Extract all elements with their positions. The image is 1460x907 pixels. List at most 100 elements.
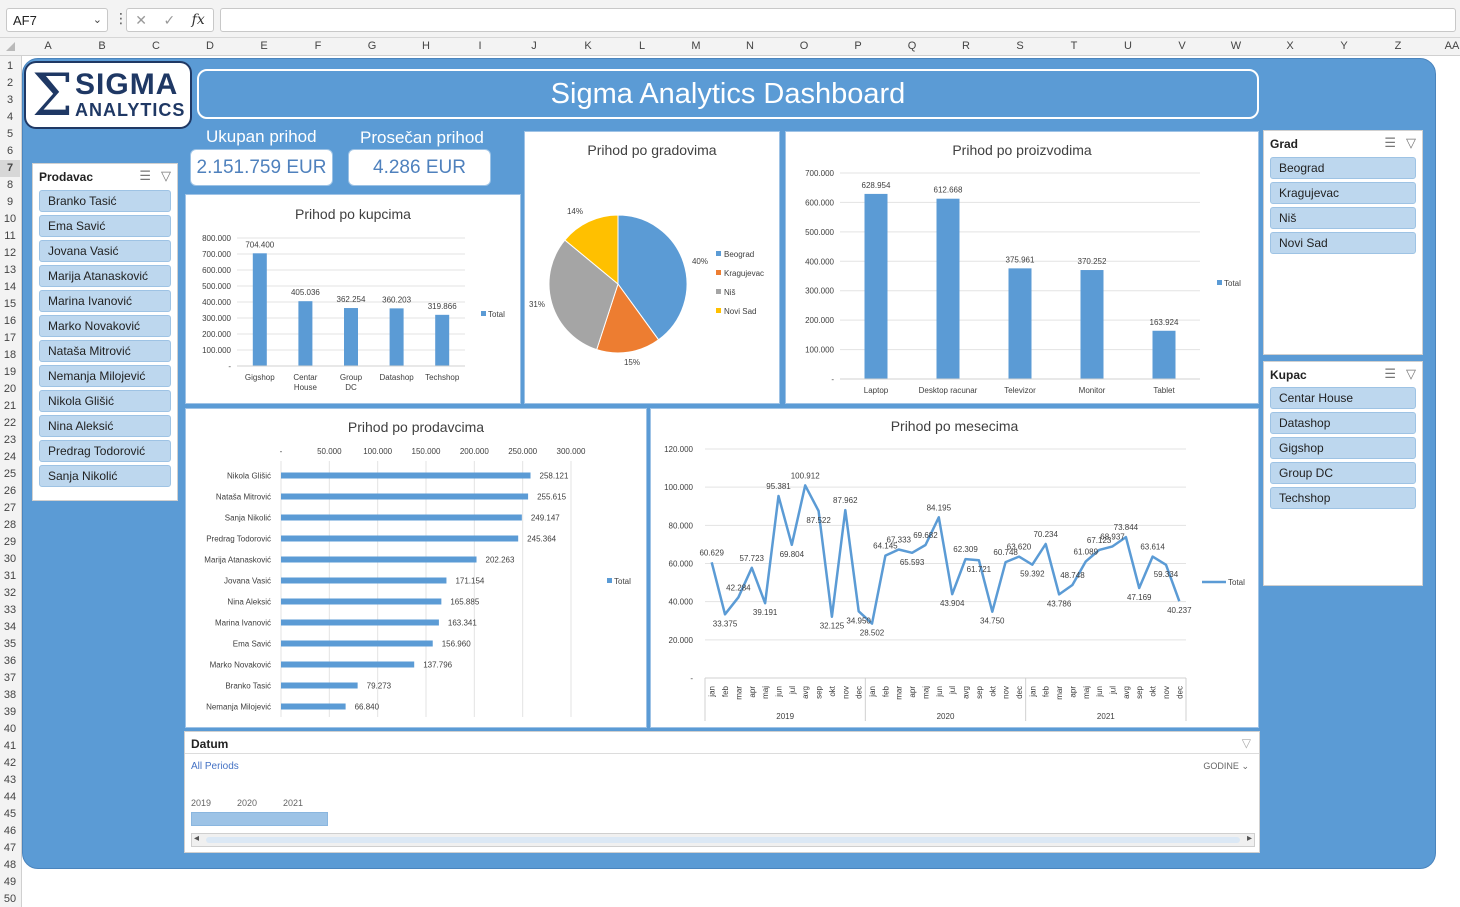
timeline-selection-bar[interactable] — [191, 812, 328, 826]
row-header[interactable]: 38 — [3, 689, 17, 701]
row-header[interactable]: 37 — [3, 672, 17, 684]
column-header[interactable]: E — [260, 40, 268, 52]
bar[interactable] — [1080, 270, 1104, 379]
row-header[interactable]: 1 — [6, 60, 14, 72]
row-header[interactable]: 4 — [6, 111, 14, 123]
row-header[interactable]: 13 — [3, 264, 17, 276]
column-header[interactable]: D — [206, 40, 214, 52]
slicer-item-prodavac[interactable]: Marina Ivanović — [39, 290, 171, 312]
slicer-item-prodavac[interactable]: Nataša Mitrović — [39, 340, 171, 362]
column-header[interactable]: W — [1230, 40, 1242, 52]
row-header[interactable]: 15 — [3, 298, 17, 310]
row-header[interactable]: 24 — [3, 451, 17, 463]
row-header[interactable]: 44 — [3, 791, 17, 803]
bar[interactable] — [344, 308, 358, 366]
slicer-item-prodavac[interactable]: Nina Aleksić — [39, 415, 171, 437]
chevron-down-icon[interactable]: ⌄ — [92, 14, 102, 26]
bar[interactable] — [281, 682, 358, 689]
bar[interactable] — [281, 535, 519, 542]
slicer-item-prodavac[interactable]: Predrag Todorović — [39, 440, 171, 462]
row-header[interactable]: 45 — [3, 808, 17, 820]
row-header[interactable]: 14 — [3, 281, 17, 293]
column-header[interactable]: A — [44, 40, 52, 52]
row-header[interactable]: 27 — [3, 502, 17, 514]
multi-select-icon[interactable]: ☰ — [1384, 135, 1396, 150]
bar[interactable] — [281, 619, 439, 626]
slicer-item-kupac[interactable]: Centar House — [1270, 387, 1416, 409]
bar[interactable] — [281, 703, 346, 710]
scroll-right-icon[interactable]: ▸ — [1246, 833, 1252, 844]
slicer-item-prodavac[interactable]: Ema Savić — [39, 215, 171, 237]
column-header[interactable]: C — [152, 40, 160, 52]
row-header[interactable]: 2 — [6, 77, 14, 89]
row-header[interactable]: 35 — [3, 638, 17, 650]
bar[interactable] — [252, 253, 267, 366]
column-header[interactable]: S — [1016, 40, 1024, 52]
row-header[interactable]: 12 — [3, 247, 17, 259]
clear-filter-icon[interactable]: ▽ — [1241, 736, 1251, 750]
slicer-item-prodavac[interactable]: Nikola Glišić — [39, 390, 171, 412]
column-header[interactable]: Y — [1340, 40, 1348, 52]
row-header[interactable]: 39 — [3, 706, 17, 718]
slicer-item-prodavac[interactable]: Nemanja Milojević — [39, 365, 171, 387]
row-header[interactable]: 19 — [3, 366, 17, 378]
row-header[interactable]: 5 — [6, 128, 14, 140]
slicer-item-prodavac[interactable]: Jovana Vasić — [39, 240, 171, 262]
bar[interactable] — [389, 308, 404, 366]
timeline-year-label[interactable]: 2020 — [237, 798, 258, 808]
bar[interactable] — [281, 493, 529, 500]
confirm-icon[interactable]: ✓ — [163, 11, 176, 28]
row-header[interactable]: 9 — [6, 196, 14, 208]
row-header[interactable]: 34 — [3, 621, 17, 633]
slicer-item-kupac[interactable]: Techshop — [1270, 487, 1416, 509]
bar[interactable] — [281, 598, 442, 605]
bar[interactable] — [1008, 268, 1032, 379]
column-header[interactable]: X — [1286, 40, 1294, 52]
bar[interactable] — [281, 556, 477, 563]
row-header[interactable]: 23 — [3, 434, 17, 446]
timeline-year-label[interactable]: 2019 — [191, 798, 212, 808]
row-header[interactable]: 29 — [3, 536, 17, 548]
timeline-all-periods[interactable]: All Periods — [191, 761, 239, 772]
row-header[interactable]: 8 — [6, 179, 14, 191]
row-header[interactable]: 11 — [4, 230, 16, 242]
bar[interactable] — [864, 193, 888, 379]
pie-slice[interactable] — [596, 282, 660, 354]
clear-filter-icon[interactable]: ▽ — [161, 168, 171, 183]
clear-filter-icon[interactable]: ▽ — [1406, 135, 1416, 150]
clear-filter-icon[interactable]: ▽ — [1406, 366, 1416, 381]
slicer-item-kupac[interactable]: Gigshop — [1270, 437, 1416, 459]
pie-slice[interactable] — [617, 214, 688, 341]
row-header[interactable]: 10 — [3, 213, 17, 225]
column-header[interactable]: AA — [1444, 40, 1460, 52]
row-header[interactable]: 36 — [3, 655, 17, 667]
bar[interactable] — [298, 301, 313, 366]
row-header[interactable]: 41 — [3, 740, 17, 752]
slicer-item-kupac[interactable]: Datashop — [1270, 412, 1416, 434]
row-header[interactable]: 30 — [3, 553, 17, 565]
column-header[interactable]: O — [799, 40, 809, 52]
column-header[interactable]: R — [962, 40, 970, 52]
bar[interactable] — [281, 661, 415, 668]
row-header[interactable]: 26 — [3, 485, 17, 497]
name-box[interactable]: AF7 ⌄ — [6, 8, 108, 32]
column-header[interactable]: Z — [1394, 40, 1402, 52]
row-header[interactable]: 7 — [0, 160, 20, 177]
slicer-item-grad[interactable]: Beograd — [1270, 157, 1416, 179]
row-header[interactable]: 50 — [3, 893, 17, 905]
pie-slice[interactable] — [564, 214, 619, 286]
row-header[interactable]: 20 — [3, 383, 17, 395]
row-header[interactable]: 16 — [3, 315, 17, 327]
row-header[interactable]: 40 — [3, 723, 17, 735]
column-header[interactable]: F — [314, 40, 322, 52]
timeline-year-label[interactable]: 2021 — [283, 798, 304, 808]
row-header[interactable]: 32 — [3, 587, 17, 599]
formula-input[interactable] — [220, 8, 1456, 32]
insert-function-icon[interactable]: fx — [191, 12, 205, 28]
row-header[interactable]: 46 — [3, 825, 17, 837]
column-header[interactable]: T — [1070, 40, 1078, 52]
column-header[interactable]: I — [478, 40, 482, 52]
slicer-item-prodavac[interactable]: Sanja Nikolić — [39, 465, 171, 487]
timeline-level-select[interactable]: GODINE ⌄ — [1203, 761, 1249, 772]
row-header[interactable]: 3 — [6, 94, 14, 106]
